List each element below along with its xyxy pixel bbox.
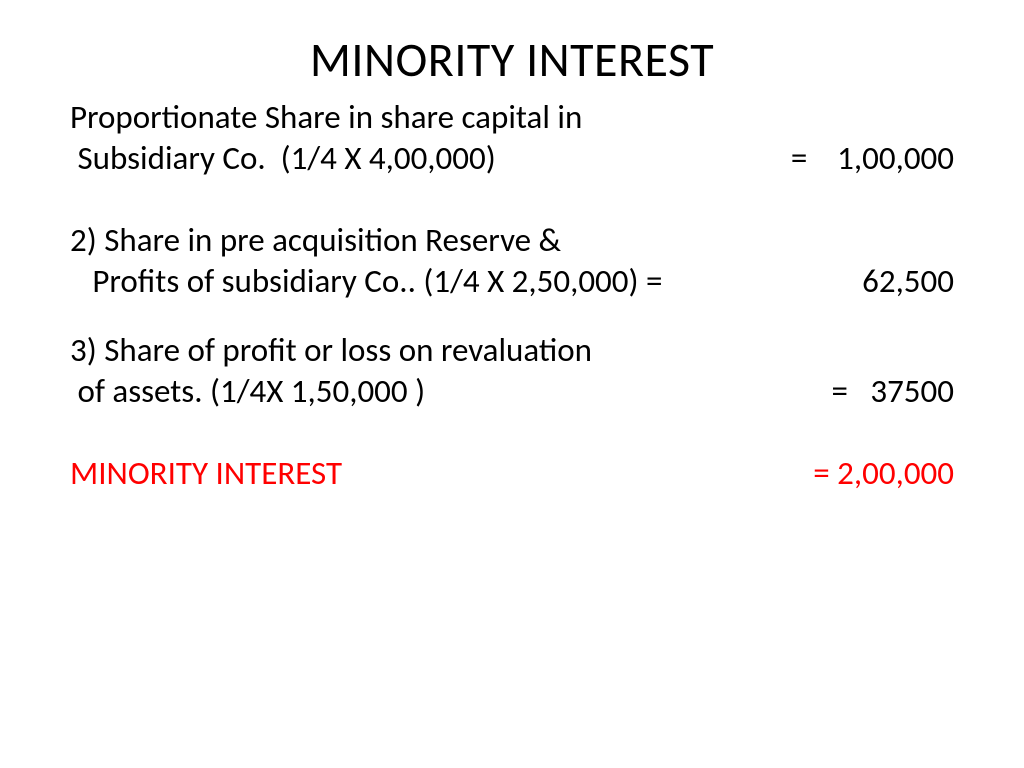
spacer xyxy=(70,413,954,453)
item-1: Proportionate Share in share capital in … xyxy=(70,97,954,180)
slide-body: Proportionate Share in share capital in … xyxy=(70,97,954,494)
total-row: MINORITY INTEREST = 2,00,000 xyxy=(70,453,954,494)
item-3-line2-row: of assets. (1/4X 1,50,000 ) = 37500 xyxy=(70,371,954,412)
slide-title: MINORITY INTEREST xyxy=(70,30,954,89)
item-1-eqval: = 1,00,000 xyxy=(791,138,954,179)
spacer xyxy=(70,180,954,220)
item-3-value: 37500 xyxy=(870,371,954,411)
item-2-line2-row: Profits of subsidiary Co.. (1/4 X 2,50,0… xyxy=(70,261,954,302)
item-1-eq: = xyxy=(791,138,807,178)
spacer xyxy=(70,302,954,330)
item-3-eqval: = 37500 xyxy=(832,371,954,412)
item-1-line1: Proportionate Share in share capital in xyxy=(70,97,954,138)
item-1-value: 1,00,000 xyxy=(837,138,954,178)
item-3: 3) Share of profit or loss on revaluatio… xyxy=(70,330,954,413)
item-2-line1: 2) Share in pre acquisition Reserve & xyxy=(70,220,954,261)
total-value: 2,00,000 xyxy=(837,453,954,493)
item-2-value: 62,500 xyxy=(862,261,954,301)
item-3-line1: 3) Share of profit or loss on revaluatio… xyxy=(70,330,954,371)
item-3-eq: = xyxy=(832,371,848,411)
item-1-line2: Subsidiary Co. (1/4 X 4,00,000) xyxy=(70,138,791,179)
total-eq: = xyxy=(813,453,829,493)
slide: MINORITY INTEREST Proportionate Share in… xyxy=(0,0,1024,768)
item-3-line2: of assets. (1/4X 1,50,000 ) xyxy=(70,371,832,412)
item-1-line2-row: Subsidiary Co. (1/4 X 4,00,000) = 1,00,0… xyxy=(70,138,954,179)
item-2-eqval: 62,500 xyxy=(862,261,954,302)
item-2-line2: Profits of subsidiary Co.. (1/4 X 2,50,0… xyxy=(70,261,862,302)
item-2: 2) Share in pre acquisition Reserve & Pr… xyxy=(70,220,954,303)
total-label: MINORITY INTEREST xyxy=(70,453,813,494)
total-eqval: = 2,00,000 xyxy=(813,453,954,494)
